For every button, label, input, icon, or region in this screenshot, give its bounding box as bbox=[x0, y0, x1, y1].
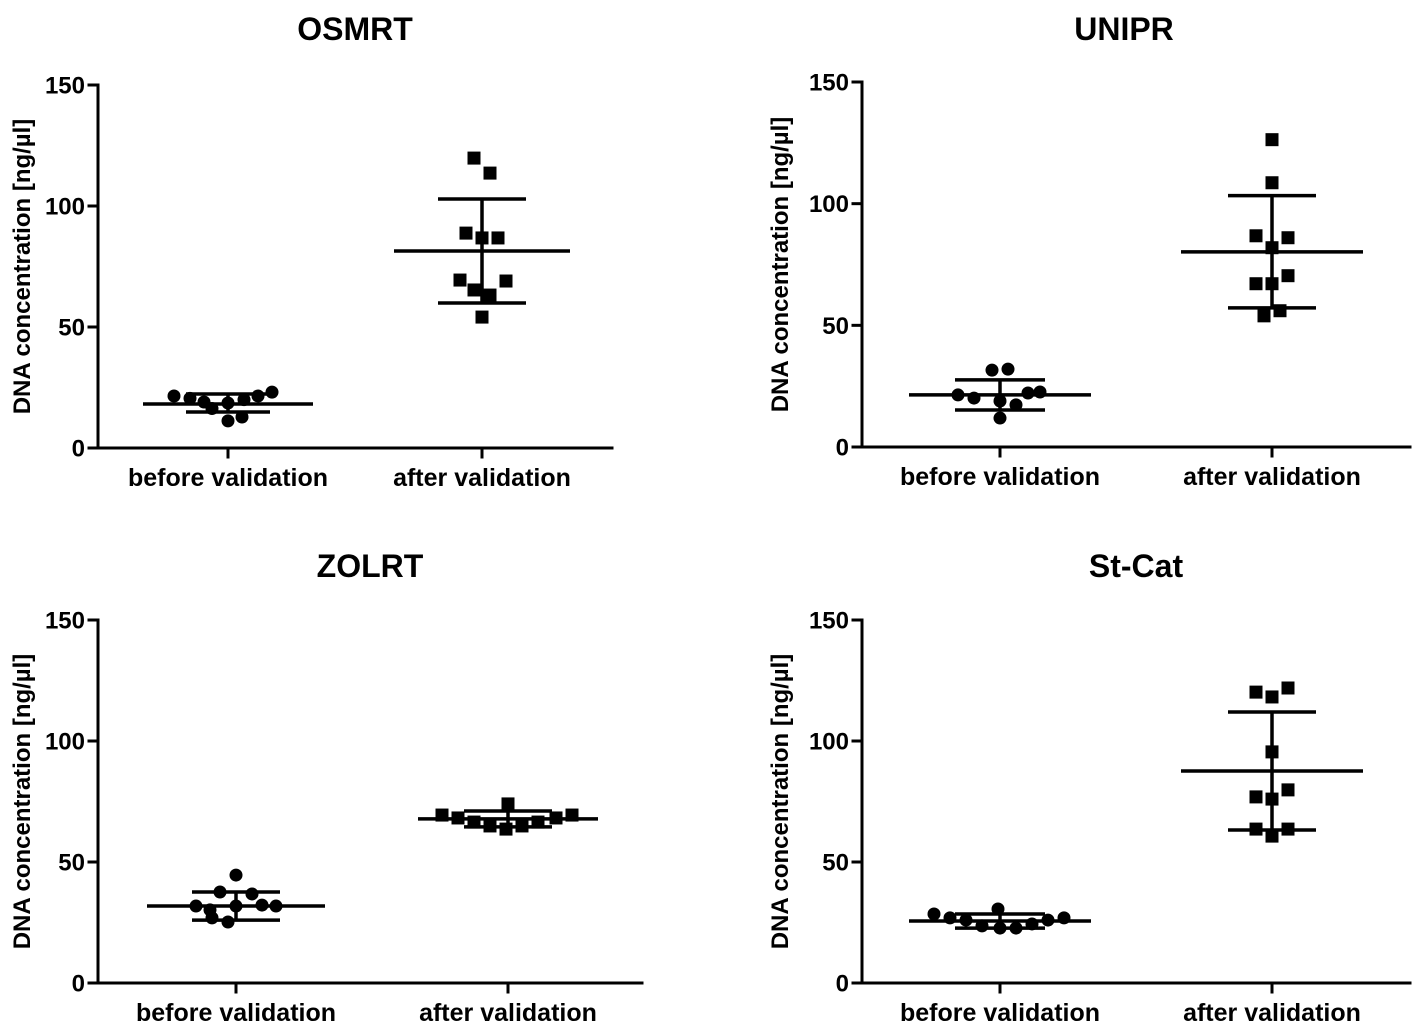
data-point bbox=[1249, 277, 1263, 291]
data-point bbox=[229, 868, 243, 882]
y-tick-label: 50 bbox=[822, 313, 849, 340]
data-point bbox=[205, 911, 219, 925]
data-point bbox=[1009, 398, 1023, 412]
y-tick-label: 0 bbox=[836, 435, 849, 462]
data-point bbox=[453, 273, 467, 287]
x-tick-label: before validation bbox=[900, 999, 1100, 1027]
chart-panel-osmrt: OSMRT DNA concentration [ng/µl] 0 50 100 150 b… bbox=[9, 11, 614, 492]
data-point bbox=[265, 385, 279, 399]
x-tick-label: before validation bbox=[900, 463, 1100, 491]
y-tick-label: 0 bbox=[72, 436, 85, 463]
data-point bbox=[1249, 790, 1263, 804]
y-tick-label: 100 bbox=[45, 729, 85, 756]
data-point bbox=[1265, 133, 1279, 147]
y-tick-label: 150 bbox=[809, 608, 849, 635]
data-point bbox=[1281, 269, 1295, 283]
x-tick-label: after validation bbox=[1183, 999, 1361, 1027]
data-point bbox=[235, 410, 249, 424]
data-point bbox=[1265, 176, 1279, 190]
y-tick-label: 150 bbox=[45, 608, 85, 635]
chart-panel-zolrt: ZOLRT DNA concentration [ng/µl] 0 50 100 150 b… bbox=[9, 548, 644, 1027]
data-point bbox=[1249, 229, 1263, 243]
y-axis-label: DNA concentration [ng/µl] bbox=[767, 654, 794, 950]
x-tick-label: after validation bbox=[419, 999, 597, 1027]
data-point bbox=[467, 151, 481, 165]
y-tick-label: 100 bbox=[809, 191, 849, 218]
data-point bbox=[459, 226, 473, 240]
data-point bbox=[1281, 681, 1295, 695]
data-point bbox=[1257, 309, 1271, 323]
y-tick-label: 0 bbox=[836, 971, 849, 998]
data-point bbox=[483, 288, 497, 302]
x-tick-label: after validation bbox=[1183, 463, 1361, 491]
y-tick-label: 150 bbox=[45, 73, 85, 100]
data-point bbox=[1281, 783, 1295, 797]
x-tick-label: before validation bbox=[128, 464, 328, 492]
data-point bbox=[221, 414, 235, 428]
y-axis-label: DNA concentration [ng/µl] bbox=[767, 117, 794, 413]
data-point bbox=[499, 274, 513, 288]
x-tick-label: before validation bbox=[136, 999, 336, 1027]
y-tick-label: 100 bbox=[809, 729, 849, 756]
data-point bbox=[475, 310, 489, 324]
chart-title: UNIPR bbox=[1074, 11, 1174, 47]
data-point bbox=[1021, 386, 1035, 400]
data-point bbox=[991, 902, 1005, 916]
chart-title: ZOLRT bbox=[317, 548, 424, 584]
data-point bbox=[499, 822, 513, 836]
data-point bbox=[1265, 829, 1279, 843]
x-tick-label: after validation bbox=[393, 464, 571, 492]
data-point bbox=[927, 907, 941, 921]
y-tick-label: 50 bbox=[58, 315, 85, 342]
data-point bbox=[501, 797, 515, 811]
data-point bbox=[1249, 685, 1263, 699]
data-point bbox=[467, 283, 481, 297]
data-point bbox=[1265, 690, 1279, 704]
data-point bbox=[483, 166, 497, 180]
chart-panel-unipr: UNIPR DNA concentration [ng/µl] 0 50 100 150 b… bbox=[767, 11, 1412, 491]
data-point bbox=[251, 389, 265, 403]
y-tick-label: 150 bbox=[809, 70, 849, 97]
data-point bbox=[993, 411, 1007, 425]
chart-panel-st-cat: St-Cat DNA concentration [ng/µl] 0 50 100 150… bbox=[767, 548, 1412, 1027]
chart-title: St-Cat bbox=[1089, 548, 1184, 584]
data-point bbox=[491, 231, 505, 245]
data-point bbox=[167, 389, 181, 403]
data-point bbox=[245, 887, 259, 901]
data-point bbox=[985, 363, 999, 377]
data-point bbox=[221, 915, 235, 929]
y-tick-label: 50 bbox=[58, 850, 85, 877]
data-point bbox=[1001, 362, 1015, 376]
data-point bbox=[1281, 231, 1295, 245]
chart-title: OSMRT bbox=[297, 11, 413, 47]
y-axis-label: DNA concentration [ng/µl] bbox=[9, 654, 36, 950]
y-tick-label: 0 bbox=[72, 971, 85, 998]
y-tick-label: 50 bbox=[822, 850, 849, 877]
y-axis-label: DNA concentration [ng/µl] bbox=[9, 119, 36, 415]
y-tick-label: 100 bbox=[45, 194, 85, 221]
